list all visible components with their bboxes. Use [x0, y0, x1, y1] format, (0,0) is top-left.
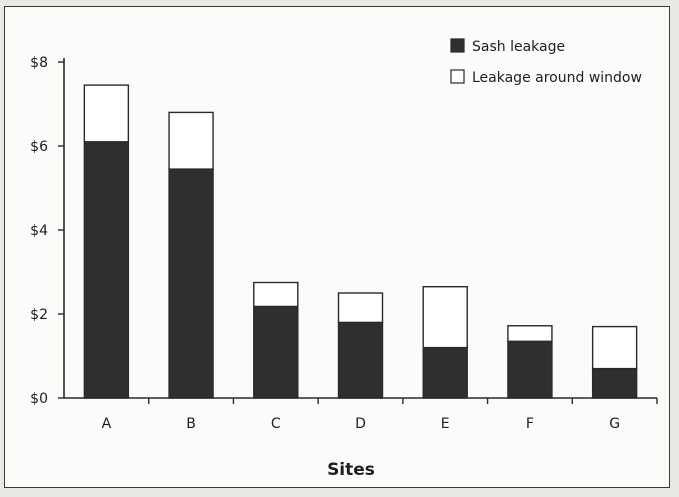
- bar-e-leakage-around-window: [422, 286, 468, 349]
- bar-c-sash-leakage: [253, 305, 299, 399]
- bar-g-leakage-around-window: [591, 325, 638, 370]
- y-ticks-group: $0 $2 $4 $6 $8: [30, 55, 64, 407]
- x-tick-label: F: [526, 416, 534, 432]
- y-tick-label: $8: [30, 55, 48, 71]
- x-tick-label: A: [102, 416, 112, 432]
- x-tick-label: E: [441, 416, 450, 432]
- bar-d-leakage-around-window: [337, 292, 384, 324]
- x-tick-label: G: [609, 416, 620, 432]
- bar-a-leakage-around-window: [83, 84, 130, 143]
- bar-c-leakage-around-window: [253, 281, 299, 308]
- bar-f-sash-leakage: [507, 340, 553, 399]
- axes-group: [63, 58, 657, 399]
- bar-b-leakage-around-window: [168, 111, 214, 170]
- bar-b-sash-leakage: [168, 168, 214, 399]
- x-tick-label: B: [186, 416, 196, 432]
- legend-swatch-leakage-around-window: [450, 69, 465, 84]
- legend: Sash leakage Leakage around window: [450, 38, 642, 86]
- bar-g-sash-leakage: [591, 367, 638, 399]
- bar-e-sash-leakage: [422, 346, 468, 399]
- legend-label-sash-leakage: Sash leakage: [472, 39, 565, 55]
- legend-label-leakage-around-window: Leakage around window: [472, 70, 642, 86]
- x-ticks-group: A B C D E F G: [102, 398, 658, 432]
- y-tick-label: $4: [30, 223, 48, 239]
- x-tick-label: D: [355, 416, 366, 432]
- bar-f-leakage-around-window: [507, 325, 553, 343]
- bars-group: [83, 84, 638, 399]
- y-tick-label: $0: [30, 391, 48, 407]
- x-axis-title: Sites: [327, 460, 375, 480]
- y-tick-label: $6: [30, 139, 48, 155]
- bar-d-sash-leakage: [337, 321, 384, 399]
- legend-swatch-sash-leakage: [450, 38, 465, 53]
- bar-a-sash-leakage: [83, 141, 130, 399]
- x-tick-label: C: [271, 416, 281, 432]
- y-tick-label: $2: [30, 307, 48, 323]
